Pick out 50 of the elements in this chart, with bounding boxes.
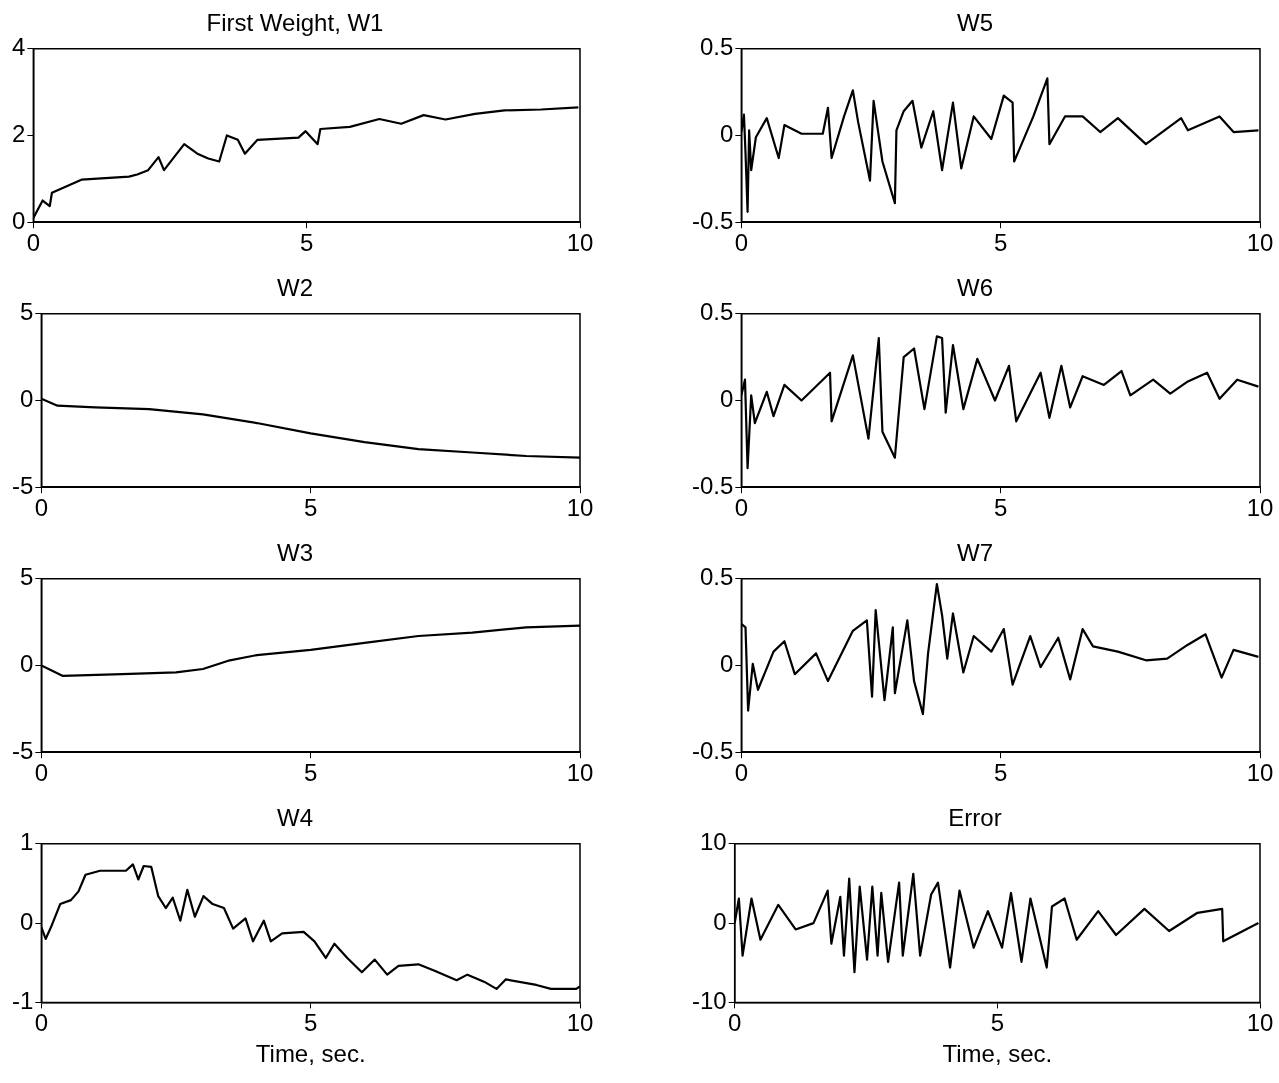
- y-tick-label: 2: [11, 120, 26, 148]
- x-tick-label: 10: [1246, 759, 1274, 787]
- x-tick-label: 5: [990, 1009, 1005, 1037]
- x-tick-label: 10: [566, 494, 594, 522]
- x-tick-label: 5: [994, 229, 1008, 257]
- chart-title: W4: [277, 804, 313, 832]
- y-tick-label: 0: [720, 120, 734, 148]
- y-tick-label: -0.5: [692, 206, 734, 234]
- y-tick-label: 0: [720, 650, 734, 678]
- chart-title: W5: [957, 9, 993, 37]
- x-tick-label: 5: [303, 1009, 318, 1037]
- x-tick-label: 5: [994, 494, 1008, 522]
- chart-title: W3: [277, 539, 313, 567]
- x-tick-label: 5: [303, 759, 318, 787]
- y-tick-label: -10: [692, 987, 727, 1015]
- x-tick-label: 10: [1246, 229, 1274, 257]
- y-tick-label: -5: [12, 736, 34, 764]
- y-tick-label: 4: [11, 33, 26, 61]
- y-tick-label: 5: [19, 563, 34, 591]
- chart-title: Error: [948, 804, 1002, 832]
- y-tick-label: 0: [19, 385, 34, 413]
- chart-title: First Weight, W1: [206, 9, 384, 37]
- x-tick-label: 5: [299, 229, 314, 257]
- y-tick-label: -5: [12, 471, 34, 499]
- x-tick-label: 5: [994, 759, 1008, 787]
- y-tick-label: 0.5: [699, 298, 734, 326]
- y-tick-label: -0.5: [692, 736, 734, 764]
- x-axis-title: Time, sec.: [255, 1040, 366, 1068]
- x-tick-label: 10: [566, 1009, 594, 1037]
- x-tick-label: 10: [566, 229, 594, 257]
- y-tick-label: 0.5: [699, 33, 734, 61]
- x-axis-title: Time, sec.: [942, 1040, 1053, 1068]
- x-tick-label: 5: [303, 494, 318, 522]
- chart-title: W6: [957, 274, 993, 302]
- y-tick-label: 0: [19, 907, 34, 935]
- y-tick-label: 0: [720, 385, 734, 413]
- y-tick-label: -1: [12, 987, 34, 1015]
- y-tick-label: 0: [713, 907, 727, 935]
- chart-title: W2: [277, 274, 313, 302]
- y-tick-label: 0: [11, 206, 26, 234]
- y-tick-label: -0.5: [692, 471, 734, 499]
- y-tick-label: 10: [699, 828, 727, 856]
- y-tick-label: 0: [19, 650, 34, 678]
- x-tick-label: 10: [566, 759, 594, 787]
- y-tick-label: 5: [19, 298, 34, 326]
- y-tick-label: 1: [19, 828, 34, 856]
- chart-title: W7: [957, 539, 993, 567]
- x-tick-label: 10: [1246, 1009, 1274, 1037]
- y-tick-label: 0.5: [699, 563, 734, 591]
- x-tick-label: 10: [1246, 494, 1274, 522]
